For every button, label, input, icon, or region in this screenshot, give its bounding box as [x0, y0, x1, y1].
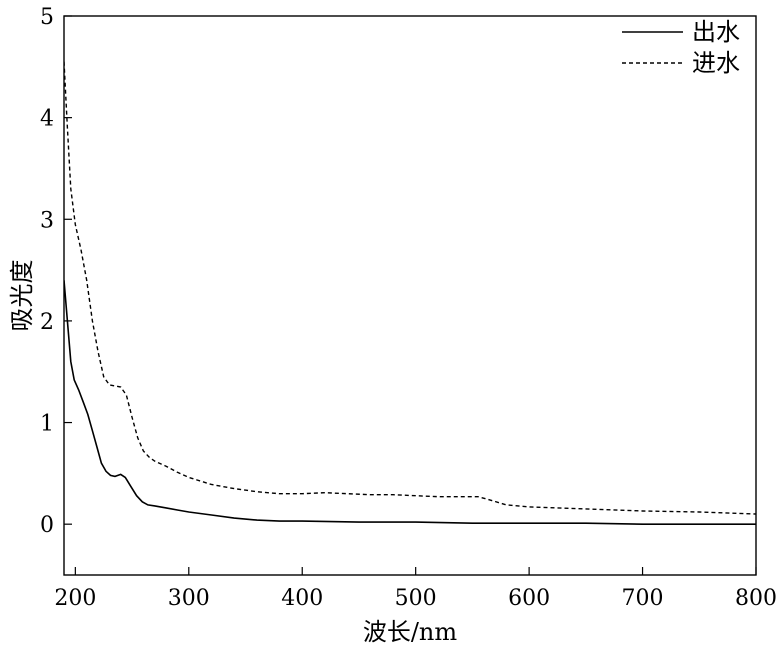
y-axis: 0 1 2 3 4 5	[40, 5, 72, 538]
y-axis-title: 吸光度	[8, 260, 36, 332]
x-tick-label: 400	[281, 586, 323, 611]
legend-label: 进水	[692, 49, 740, 77]
x-tick-label: 800	[735, 586, 777, 611]
x-tick-label: 200	[54, 586, 96, 611]
y-tick-label: 3	[40, 208, 54, 233]
plot-area	[64, 61, 756, 525]
series-line-outflow	[64, 280, 756, 525]
y-tick-label: 5	[40, 5, 54, 30]
x-tick-label: 600	[508, 586, 550, 611]
y-tick-label: 0	[40, 513, 54, 538]
x-tick-label: 500	[395, 586, 437, 611]
x-axis-title: 波长/nm	[363, 618, 458, 646]
y-tick-label: 2	[40, 310, 54, 335]
x-tick-label: 700	[622, 586, 664, 611]
y-tick-label: 1	[40, 412, 54, 437]
legend-label: 出水	[692, 18, 740, 46]
x-axis: 200 300 400 500 600 700 800	[54, 567, 777, 611]
x-tick-label: 300	[168, 586, 210, 611]
plot-frame	[63, 15, 757, 576]
y-tick-label: 4	[40, 107, 54, 132]
series-line-inflow	[64, 61, 756, 515]
